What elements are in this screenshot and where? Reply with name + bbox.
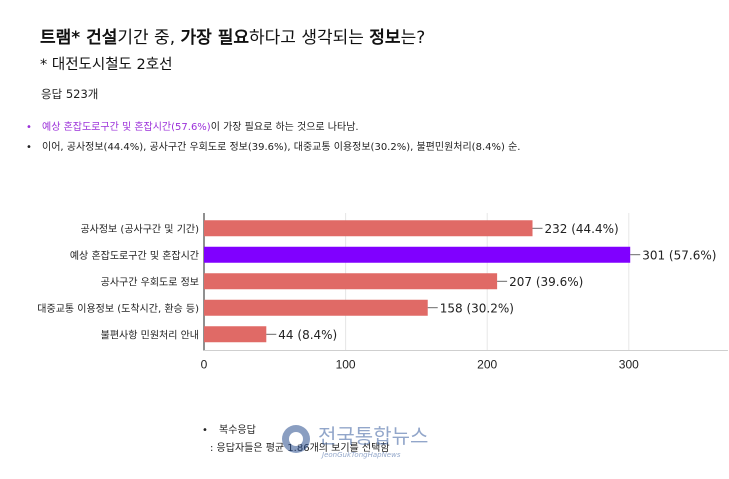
bar [204,299,428,316]
x-tick-label: 0 [201,358,208,372]
summary-list: 예상 혼잡도로구간 및 혼잡시간(57.6%)이 가장 필요로 하는 것으로 나… [24,121,520,161]
title-part: 는? [400,28,426,48]
chart-subtitle: * 대전도시철도 2호선 [40,57,173,73]
data-label: 158 (30.2%) [440,301,514,315]
watermark-subtext: JeonGukTongHapNews [320,451,401,459]
bar [204,220,533,237]
summary-item-top: 예상 혼잡도로구간 및 혼잡시간(57.6%)이 가장 필요로 하는 것으로 나… [24,121,520,141]
bar [204,326,267,343]
chart-title: 트램* 건설기간 중, 가장 필요하다고 생각되는 정보는? [40,23,425,48]
bar [204,246,631,263]
x-tick-label: 300 [619,358,639,372]
summary-highlight: 예상 혼잡도로구간 및 혼잡시간(57.6%) [42,122,211,133]
bar-chart: 0 100 200 300 공사정보 (공사구간 및 기간) 232 (44.4%) 예상 … [37,213,728,372]
category-label: 공사구간 우회도로 정보 [101,276,199,288]
title-part: 트램* 건설 [40,28,118,48]
data-label: 207 (39.6%) [509,275,583,289]
x-tick-label: 100 [336,358,356,372]
watermark-logo: 전국통합뉴스 JeonGukTongHapNews [282,424,428,459]
title-part: 기간 중, [117,28,181,48]
data-label: 301 (57.6%) [642,248,716,262]
x-tick-label: 200 [477,358,497,372]
title-part: 정보 [369,28,401,48]
category-label: 대중교통 이용정보 (도착시간, 환승 등) [37,303,199,315]
summary-rest: 이 가장 필요로 하는 것으로 나타남. [210,122,359,133]
watermark-text: 전국통합뉴스 [318,424,428,448]
bar [204,273,498,290]
category-label: 불편사항 민원처리 안내 [101,329,199,341]
summary-item-order: 이어, 공사정보(44.4%), 공사구간 우회도로 정보(39.6%), 대중… [24,141,520,161]
category-label: 예상 혼잡도로구간 및 혼잡시간 [70,249,199,262]
title-part: 하다고 생각되는 [249,28,370,48]
data-label: 232 (44.4%) [545,222,619,236]
title-part: 가장 필요 [180,28,249,48]
data-label: 44 (8.4%) [278,328,337,342]
footnote-bullet: 복수응답 [202,424,390,442]
category-label: 공사정보 (공사구간 및 기간) [80,223,199,235]
response-count: 응답 523개 [41,87,99,101]
